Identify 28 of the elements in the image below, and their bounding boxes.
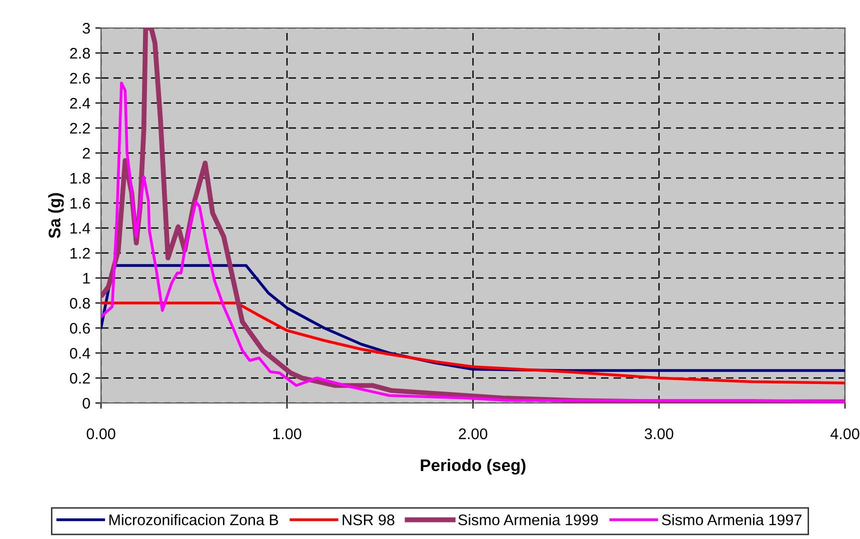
- x-axis-title: Periodo (seg): [420, 458, 526, 475]
- y-tick-label: 0.2: [70, 372, 90, 384]
- y-tick-label: 1.8: [70, 172, 90, 184]
- legend-label: Sismo Armenia 1999: [458, 514, 598, 526]
- x-tick-label: 2.00: [458, 428, 488, 440]
- y-tick-label: 1.6: [70, 198, 90, 209]
- y-tick-label: 3: [82, 22, 90, 34]
- y-tick-label: 1.4: [70, 223, 90, 234]
- legend-label: NSR 98: [342, 514, 394, 526]
- legend-label: Microzonificacion Zona B: [109, 514, 278, 526]
- y-tick-label: 1.2: [70, 248, 90, 259]
- legend-label: Sismo Armenia 1997: [662, 514, 802, 526]
- x-tick-label: 0.00: [86, 428, 116, 440]
- y-tick-label: 2: [82, 148, 90, 159]
- y-tick-label: 1: [83, 273, 90, 284]
- y-tick-label: 2.4: [70, 98, 90, 109]
- y-tick-label: 0.4: [70, 348, 90, 359]
- y-tick-label: 2.2: [70, 122, 90, 134]
- line-series: [101, 302, 845, 384]
- x-tick-label: 3.00: [644, 428, 674, 440]
- x-tick-label: 4.00: [830, 428, 860, 440]
- y-tick-label: 0.6: [70, 322, 90, 334]
- y-axis-title: Sa (g): [48, 193, 64, 238]
- y-tick-label: 2.6: [70, 72, 90, 84]
- x-tick-label: 1.00: [273, 428, 302, 440]
- y-tick-label: 0: [82, 398, 90, 409]
- y-tick-label: 0.8: [70, 298, 90, 309]
- y-tick-label: 2.8: [70, 48, 90, 59]
